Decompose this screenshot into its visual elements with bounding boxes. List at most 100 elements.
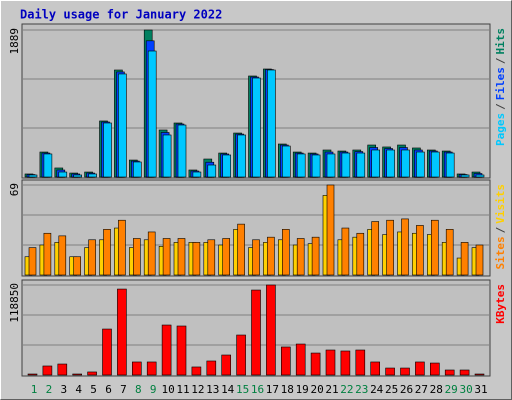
bar <box>147 231 156 276</box>
bar <box>400 367 410 376</box>
legend-entry: Sites <box>494 236 507 269</box>
bar <box>87 371 97 376</box>
legend: Sites / Visits <box>494 184 507 270</box>
legend-entry: Pages <box>494 113 507 146</box>
bar <box>460 242 469 276</box>
x-tick-label: 13 <box>206 383 219 396</box>
bar <box>102 328 112 376</box>
bar <box>177 238 186 276</box>
bar <box>386 149 395 178</box>
bar <box>310 352 321 376</box>
bar <box>341 227 350 276</box>
x-tick-label: 15 <box>236 383 249 396</box>
bar <box>460 174 470 178</box>
x-tick-label: 28 <box>430 383 443 396</box>
bar <box>57 363 68 376</box>
bar <box>326 184 335 276</box>
bar <box>206 360 217 376</box>
bar <box>296 238 305 276</box>
x-tick-label: 17 <box>266 383 279 396</box>
bar <box>58 235 67 276</box>
x-tick-label: 31 <box>474 383 487 396</box>
bar <box>445 229 454 276</box>
bar <box>281 229 290 276</box>
bar <box>207 164 217 178</box>
x-tick-label: 10 <box>161 383 174 396</box>
x-tick-label: 22 <box>340 383 353 396</box>
bar <box>177 124 187 178</box>
x-tick-label: 8 <box>135 383 142 396</box>
bar <box>459 369 470 376</box>
bar <box>280 346 291 376</box>
bar <box>267 236 275 276</box>
bar <box>192 171 202 178</box>
x-tick-label: 9 <box>150 383 157 396</box>
y-tick-label: 118850 <box>8 283 21 323</box>
bar <box>416 225 424 276</box>
x-tick-label: 18 <box>281 383 294 396</box>
bar <box>103 229 111 276</box>
x-tick-label: 1 <box>31 383 38 396</box>
bar <box>27 373 38 376</box>
x-tick-label: 14 <box>221 383 235 396</box>
bar <box>146 361 157 376</box>
x-tick-label: 19 <box>296 383 309 396</box>
bar <box>162 134 172 178</box>
x-tick-label: 4 <box>75 383 82 396</box>
legend-entry: Visits <box>494 184 507 224</box>
bar <box>444 369 455 376</box>
bar <box>192 242 201 276</box>
bar <box>311 236 320 276</box>
x-tick-label: 16 <box>251 383 264 396</box>
bar <box>237 134 246 178</box>
bar <box>191 366 202 376</box>
bar <box>415 361 425 376</box>
bar <box>251 289 261 376</box>
legend-entry: KBytes <box>494 284 507 324</box>
bar <box>161 324 172 376</box>
legend-entry: Hits <box>494 28 507 55</box>
legend-separator: / <box>494 57 507 64</box>
bar <box>73 174 82 178</box>
bar <box>326 153 336 178</box>
bar <box>371 221 380 276</box>
bar <box>356 152 366 178</box>
bar <box>221 354 231 376</box>
x-tick-label: 30 <box>459 383 472 396</box>
x-tick-label: 29 <box>445 383 458 396</box>
bar <box>237 223 245 276</box>
x-tick-label: 2 <box>46 383 53 396</box>
bar <box>445 152 455 178</box>
y-tick-label: 69 <box>8 183 21 196</box>
x-tick-label: 3 <box>60 383 67 396</box>
bar <box>176 325 187 376</box>
bar <box>207 239 216 276</box>
legend: KBytes <box>494 284 507 324</box>
bar <box>43 153 53 178</box>
bar <box>386 219 394 276</box>
bar <box>147 50 157 178</box>
bar <box>355 349 366 376</box>
bar <box>252 77 261 178</box>
bar <box>281 145 291 178</box>
bar <box>266 284 276 376</box>
bar <box>430 151 440 178</box>
x-tick-label: 23 <box>355 383 368 396</box>
bar <box>296 153 306 178</box>
x-tick-label: 25 <box>385 383 398 396</box>
bar <box>429 362 440 376</box>
bar <box>42 365 53 376</box>
bar <box>356 232 365 276</box>
bar <box>311 154 321 178</box>
bar <box>475 174 485 178</box>
x-tick-label: 21 <box>325 383 338 396</box>
x-tick-label: 27 <box>415 383 428 396</box>
bar <box>475 244 484 276</box>
bar <box>401 218 409 276</box>
bar <box>28 174 38 178</box>
bar <box>118 219 126 276</box>
bar <box>385 367 395 376</box>
x-tick-label: 12 <box>191 383 204 396</box>
bar <box>132 361 142 376</box>
legend-separator: / <box>494 103 507 110</box>
